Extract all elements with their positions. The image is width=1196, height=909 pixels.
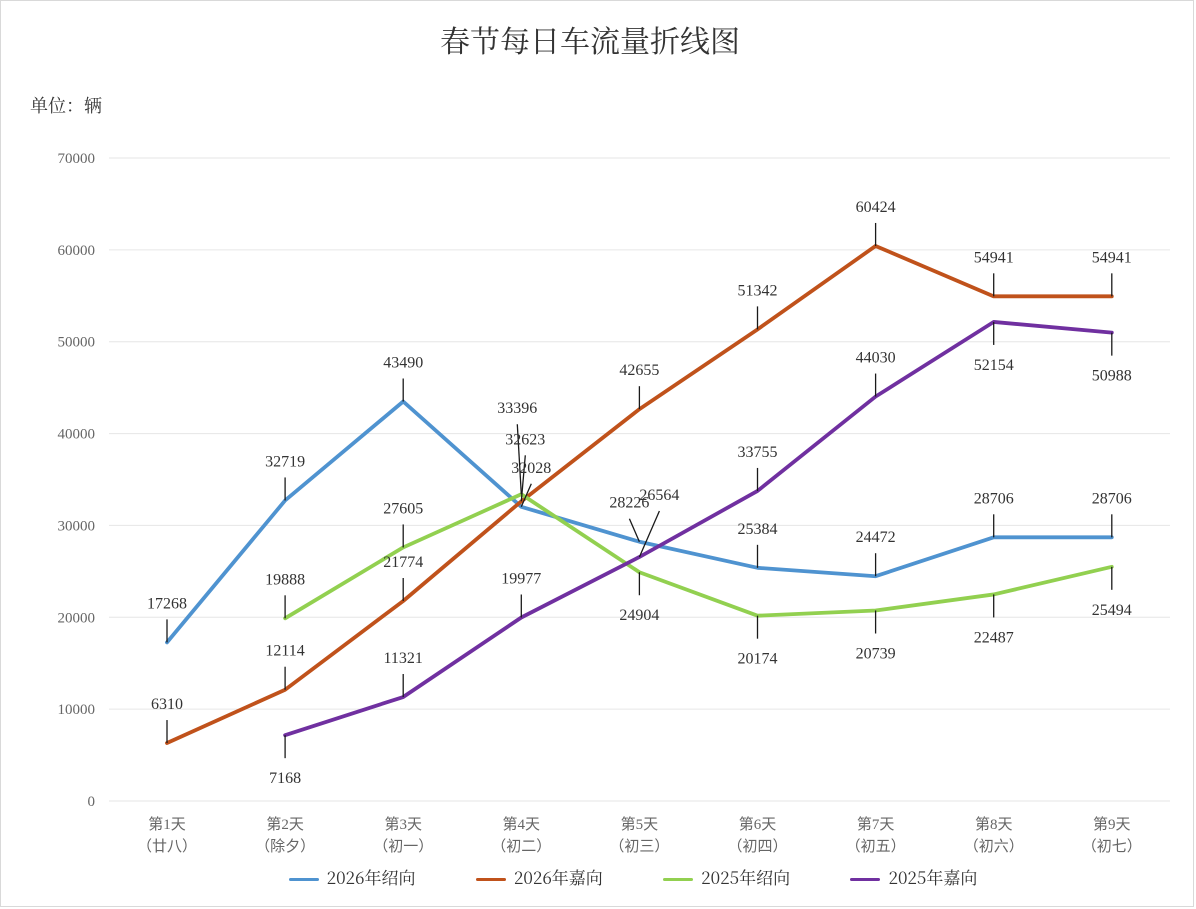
svg-text:（初七）: （初七） [1082, 838, 1142, 855]
svg-text:22487: 22487 [974, 629, 1014, 646]
svg-text:20739: 20739 [856, 646, 896, 663]
svg-text:60424: 60424 [856, 199, 896, 216]
svg-text:25384: 25384 [738, 521, 778, 538]
svg-text:第2天: 第2天 [266, 815, 304, 833]
svg-text:11321: 11321 [383, 650, 422, 667]
svg-text:54941: 54941 [1092, 249, 1132, 266]
svg-text:第8天: 第8天 [975, 815, 1013, 833]
svg-text:第3天: 第3天 [384, 815, 422, 833]
svg-text:24904: 24904 [619, 607, 659, 624]
svg-text:第5天: 第5天 [621, 815, 659, 833]
svg-text:30000: 30000 [58, 518, 96, 534]
svg-text:第7天: 第7天 [857, 815, 895, 833]
svg-text:54941: 54941 [974, 249, 1014, 266]
svg-text:19977: 19977 [501, 571, 541, 588]
svg-text:32719: 32719 [265, 453, 305, 470]
svg-text:0: 0 [88, 794, 96, 810]
svg-text:19888: 19888 [265, 571, 305, 588]
svg-text:40000: 40000 [58, 427, 96, 443]
svg-text:26564: 26564 [639, 487, 679, 504]
svg-text:32623: 32623 [505, 431, 545, 448]
svg-text:52154: 52154 [974, 357, 1014, 374]
svg-text:（初四）: （初四） [727, 838, 787, 855]
svg-text:33396: 33396 [497, 400, 537, 417]
svg-text:51342: 51342 [738, 282, 778, 299]
svg-text:25494: 25494 [1092, 602, 1132, 619]
svg-text:第1天: 第1天 [148, 815, 186, 833]
svg-text:6310: 6310 [151, 696, 183, 713]
svg-text:70000: 70000 [58, 151, 96, 167]
svg-text:第6天: 第6天 [739, 815, 777, 833]
svg-text:12114: 12114 [265, 643, 304, 660]
svg-text:60000: 60000 [58, 243, 96, 259]
svg-text:43490: 43490 [383, 355, 423, 372]
svg-text:20174: 20174 [738, 651, 778, 668]
svg-text:24472: 24472 [856, 529, 896, 546]
svg-text:（廿八）: （廿八） [137, 838, 197, 855]
svg-text:7168: 7168 [269, 770, 301, 787]
svg-text:第4天: 第4天 [503, 815, 541, 833]
svg-text:27605: 27605 [383, 500, 423, 517]
svg-text:50000: 50000 [58, 335, 96, 351]
svg-text:（初六）: （初六） [964, 838, 1024, 855]
svg-text:10000: 10000 [58, 702, 96, 718]
svg-text:50988: 50988 [1092, 368, 1132, 385]
svg-text:20000: 20000 [58, 610, 96, 626]
svg-text:（初五）: （初五） [846, 838, 906, 855]
svg-text:21774: 21774 [383, 554, 423, 571]
svg-text:28706: 28706 [1092, 490, 1132, 507]
svg-text:（初三）: （初三） [609, 838, 669, 855]
svg-text:（初二）: （初二） [491, 838, 551, 855]
svg-text:42655: 42655 [619, 362, 659, 379]
svg-text:第9天: 第9天 [1093, 815, 1131, 833]
svg-text:32028: 32028 [511, 460, 551, 477]
svg-text:33755: 33755 [738, 444, 778, 461]
svg-text:（除夕）: （除夕） [255, 838, 315, 855]
svg-text:44030: 44030 [856, 350, 896, 367]
svg-text:28706: 28706 [974, 490, 1014, 507]
svg-text:17268: 17268 [147, 595, 187, 612]
svg-text:（初一）: （初一） [373, 838, 433, 855]
